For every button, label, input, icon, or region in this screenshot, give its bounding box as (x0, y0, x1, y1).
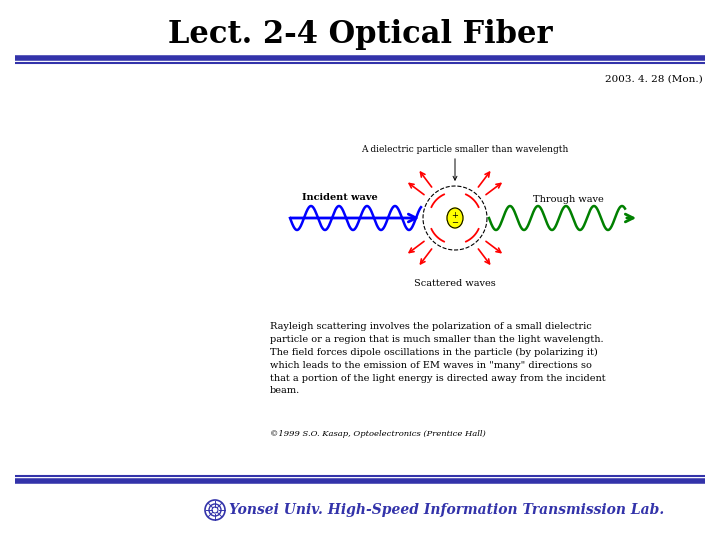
Text: Lect. 2-4 Optical Fiber: Lect. 2-4 Optical Fiber (168, 19, 552, 51)
Text: A dielectric particle smaller than wavelength: A dielectric particle smaller than wavel… (361, 145, 569, 154)
Text: Incident wave: Incident wave (302, 193, 378, 202)
Text: Scattered waves: Scattered waves (414, 279, 496, 287)
Text: 2003. 4. 28 (Mon.): 2003. 4. 28 (Mon.) (606, 75, 703, 84)
Text: Rayleigh scattering involves the polarization of a small dielectric
particle or : Rayleigh scattering involves the polariz… (270, 322, 606, 395)
Text: ©1999 S.O. Kasap, Optoelectronics (Prentice Hall): ©1999 S.O. Kasap, Optoelectronics (Prent… (270, 430, 486, 438)
Text: Yonsei Univ. High-Speed Information Transmission Lab.: Yonsei Univ. High-Speed Information Tran… (229, 503, 665, 517)
Text: −: − (451, 219, 459, 227)
Ellipse shape (447, 208, 463, 228)
Text: Through wave: Through wave (533, 195, 603, 205)
Text: +: + (451, 211, 459, 219)
